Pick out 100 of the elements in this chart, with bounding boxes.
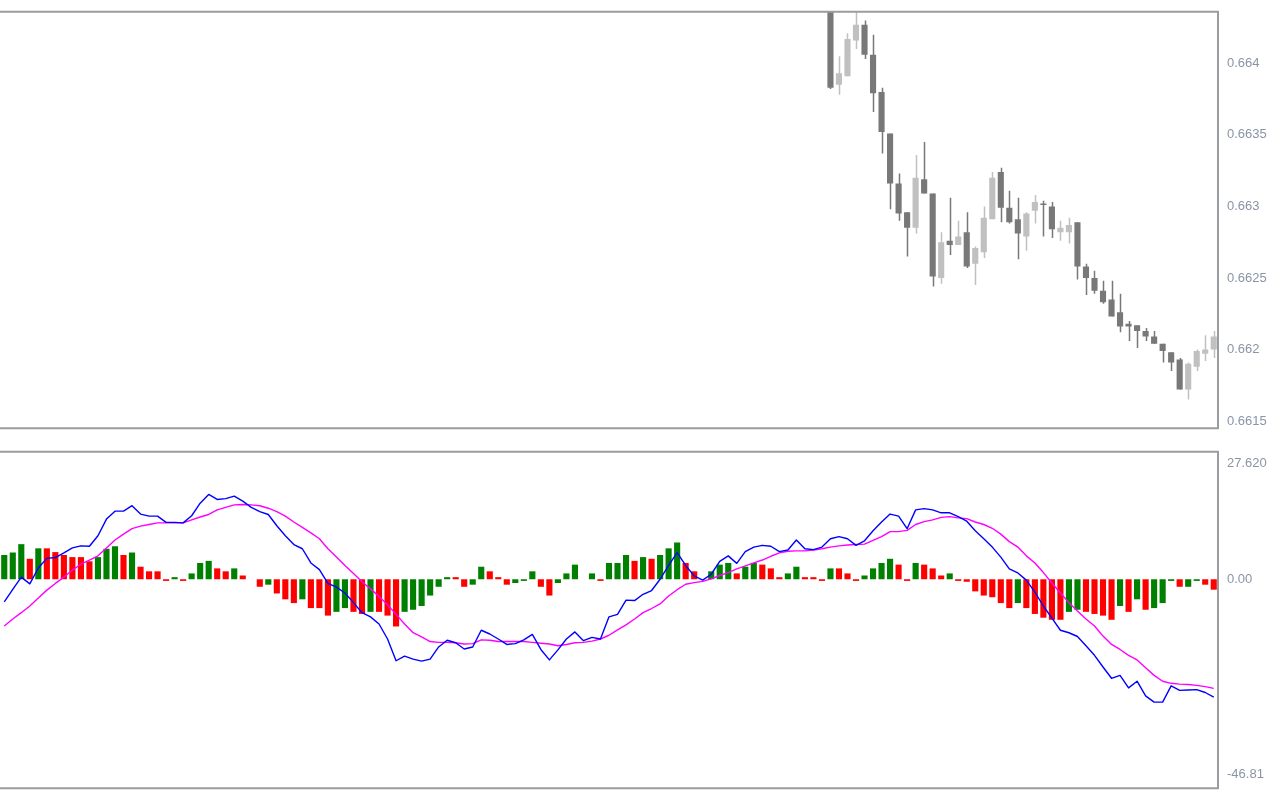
bar <box>554 579 561 584</box>
bar <box>503 579 510 585</box>
bar <box>1108 579 1115 620</box>
candlestick <box>1048 201 1055 239</box>
bar <box>1185 579 1192 587</box>
bar <box>835 568 843 580</box>
bar <box>563 573 570 580</box>
candlestick <box>921 141 928 195</box>
bar <box>256 579 263 587</box>
bar <box>478 566 485 580</box>
bar <box>622 555 630 580</box>
bar <box>767 568 774 580</box>
bar <box>393 579 400 627</box>
bar <box>980 579 987 596</box>
candlestick <box>852 11 860 50</box>
candlestick <box>1023 211 1030 252</box>
candlestick <box>955 219 962 246</box>
bar <box>316 579 323 609</box>
candlestick <box>835 55 843 96</box>
bar <box>1023 579 1030 609</box>
bar <box>946 573 953 580</box>
bar <box>452 577 459 580</box>
candlestick <box>1125 320 1132 342</box>
y-tick-label: 0.6635 <box>1227 126 1267 142</box>
bar <box>844 573 851 580</box>
bar <box>1159 579 1166 604</box>
bar <box>77 557 84 580</box>
y-tick-label: 0.662 <box>1227 341 1260 357</box>
candlestick <box>904 211 911 258</box>
bar <box>750 562 757 580</box>
candlestick <box>972 245 979 286</box>
bar <box>461 579 468 587</box>
bar <box>375 579 383 612</box>
bar <box>1116 579 1124 606</box>
bar <box>742 566 749 580</box>
bar <box>938 575 945 580</box>
bar <box>52 552 59 580</box>
candlestick <box>1108 280 1115 318</box>
bar <box>1099 579 1107 616</box>
bar <box>86 561 93 580</box>
bar <box>111 546 119 580</box>
bar <box>571 564 578 580</box>
bar <box>18 544 25 580</box>
candlestick <box>1202 334 1209 362</box>
bar <box>401 579 408 612</box>
bar <box>1014 579 1021 604</box>
bar <box>1082 579 1090 612</box>
bar <box>154 571 161 580</box>
bar <box>239 575 246 580</box>
bar <box>469 579 476 585</box>
bar <box>674 542 681 580</box>
bar <box>26 558 33 580</box>
y-tick-label: -46.81 <box>1227 766 1264 782</box>
bar <box>128 552 136 580</box>
bar <box>648 558 655 580</box>
bar <box>9 552 16 580</box>
candlestick <box>1065 217 1073 245</box>
bar <box>333 579 340 612</box>
bar <box>997 579 1004 604</box>
bar <box>307 579 314 609</box>
y-tick-label: 0.6625 <box>1227 269 1267 285</box>
bar <box>205 560 212 580</box>
bar <box>1057 579 1064 620</box>
bar <box>546 579 553 596</box>
bar <box>410 579 417 610</box>
bar <box>1006 579 1013 609</box>
bar <box>120 555 127 580</box>
bar <box>963 579 970 582</box>
y-tick-label: 27.620 <box>1227 455 1267 471</box>
candlestick <box>1116 292 1124 334</box>
bar <box>921 564 928 580</box>
bar <box>418 579 425 606</box>
bar <box>1091 579 1098 614</box>
bar <box>290 579 297 604</box>
bar <box>1176 579 1183 587</box>
bar <box>171 577 178 580</box>
bar <box>435 579 442 587</box>
bar <box>495 577 502 580</box>
y-tick-label: 0.663 <box>1227 197 1260 213</box>
candlestick <box>1006 189 1013 225</box>
bar <box>801 577 808 580</box>
bar <box>512 579 519 584</box>
bar <box>94 557 102 580</box>
bar <box>427 579 434 596</box>
bar <box>384 579 391 616</box>
bar <box>1074 579 1081 610</box>
bar <box>299 579 306 600</box>
bar <box>827 568 834 580</box>
bar <box>1210 579 1217 590</box>
bar <box>784 573 791 580</box>
bar <box>214 568 221 580</box>
bar <box>486 571 493 580</box>
bar <box>776 577 783 580</box>
bar <box>341 579 349 609</box>
bar <box>861 575 868 580</box>
y-tick-label: 0.00 <box>1227 570 1253 586</box>
bar <box>878 562 885 580</box>
bar <box>929 568 936 580</box>
bar <box>145 571 153 580</box>
bar <box>793 566 800 580</box>
